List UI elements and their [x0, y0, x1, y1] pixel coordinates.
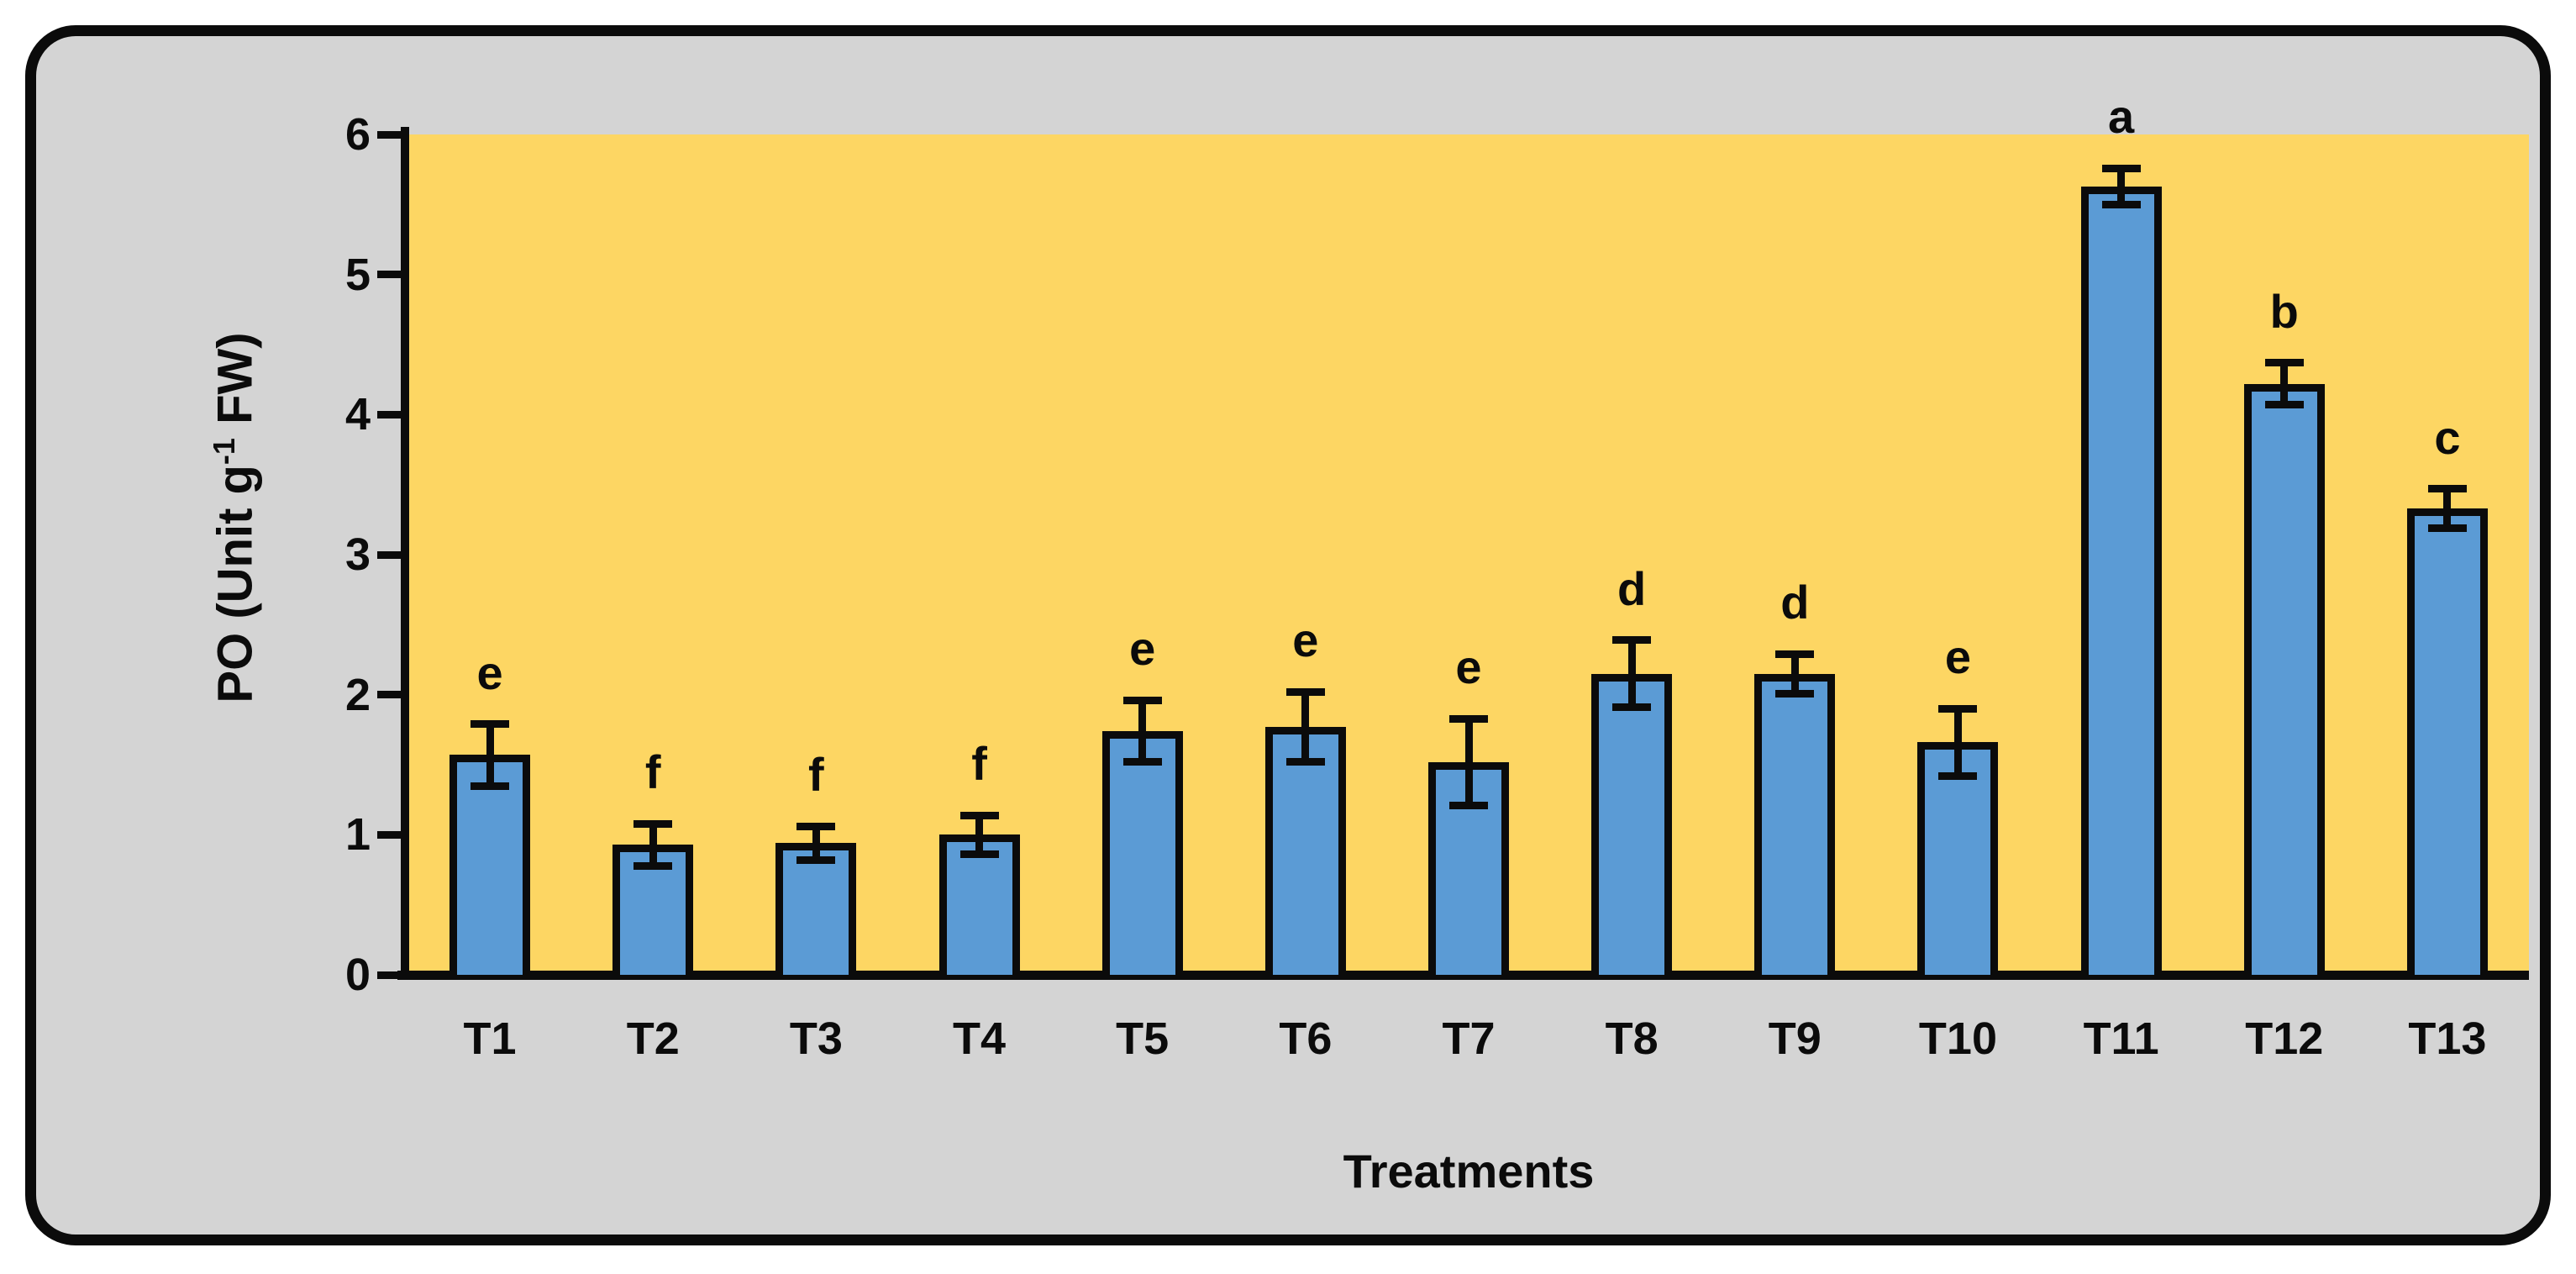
y-tick-4: [377, 410, 401, 419]
error-bar-cap-top-T13: [2427, 485, 2467, 493]
bar-T8: [1591, 673, 1673, 975]
bar-T11: [2080, 186, 2162, 975]
error-bar-cap-top-T11: [2101, 164, 2141, 172]
error-bar-line-T6: [1301, 692, 1310, 762]
error-bar-line-T8: [1627, 640, 1636, 708]
bar-T12: [2243, 383, 2325, 975]
error-bar-line-T13: [2443, 488, 2452, 529]
error-bar-cap-bottom-T8: [1612, 703, 1652, 712]
sig-letter-T10: e: [1944, 630, 1972, 684]
sig-letter-T3: f: [808, 748, 824, 802]
figure-frame: 0 1 2 3 4 5 6 e f f f e e e d d e a b c T1 T2 T3 T4 T5 T6 T7 T8 T9…: [25, 25, 2551, 1245]
error-bar-line-T11: [2117, 168, 2126, 205]
x-cat-label-T10: T10: [1918, 1013, 1997, 1064]
y-tick-label-4: 4: [344, 389, 371, 440]
error-bar-cap-top-T9: [1775, 650, 1815, 658]
x-cat-label-T8: T8: [1605, 1013, 1659, 1064]
error-bar-cap-bottom-T3: [796, 855, 836, 864]
sig-letter-T9: d: [1780, 576, 1810, 629]
x-cat-label-T12: T12: [2245, 1013, 2324, 1064]
error-bar-cap-bottom-T10: [1938, 771, 1978, 780]
bar-T13: [2406, 508, 2488, 975]
error-bar-cap-bottom-T13: [2427, 524, 2467, 532]
error-bar-cap-top-T7: [1449, 714, 1488, 723]
x-cat-label-T1: T1: [463, 1013, 517, 1064]
y-axis-title-superscript: -1: [207, 438, 241, 466]
y-tick-label-6: 6: [344, 109, 371, 160]
x-cat-label-T7: T7: [1442, 1013, 1496, 1064]
error-bar-cap-top-T4: [959, 811, 999, 819]
x-cat-label-T6: T6: [1279, 1013, 1333, 1064]
error-bar-line-T2: [649, 824, 657, 866]
y-tick-label-2: 2: [344, 669, 371, 720]
y-tick-label-3: 3: [344, 529, 371, 580]
x-axis-line: [397, 971, 2529, 980]
x-cat-label-T11: T11: [2083, 1013, 2159, 1064]
sig-letter-T8: d: [1617, 561, 1647, 615]
y-axis-title-end: FW): [208, 332, 263, 439]
error-bar-cap-top-T10: [1938, 704, 1978, 713]
error-bar-cap-bottom-T9: [1775, 689, 1815, 698]
x-cat-label-T3: T3: [789, 1013, 843, 1064]
y-tick-3: [377, 550, 401, 559]
sig-letter-T13: c: [2434, 410, 2461, 464]
error-bar-line-T1: [486, 724, 494, 786]
error-bar-cap-top-T6: [1285, 687, 1325, 696]
sig-letter-T5: e: [1129, 622, 1156, 676]
sig-letter-T11: a: [2108, 90, 2135, 143]
y-tick-label-0: 0: [344, 950, 371, 1000]
error-bar-cap-bottom-T6: [1285, 758, 1325, 766]
error-bar-cap-bottom-T5: [1122, 758, 1162, 766]
bar-T5: [1101, 731, 1183, 975]
y-tick-label-1: 1: [344, 809, 371, 861]
y-axis-title: PO (Unit g-1 FW): [207, 140, 265, 896]
error-bar-cap-bottom-T12: [2264, 401, 2304, 409]
x-cat-label-T13: T13: [2408, 1013, 2487, 1064]
bar-T6: [1264, 727, 1346, 975]
error-bar-line-T9: [1790, 654, 1799, 693]
x-cat-label-T5: T5: [1116, 1013, 1170, 1064]
bar-T1: [449, 755, 531, 975]
error-bar-cap-top-T5: [1122, 696, 1162, 704]
y-tick-5: [377, 271, 401, 279]
y-axis-line: [401, 127, 409, 980]
sig-letter-T1: e: [476, 645, 503, 699]
error-bar-line-T7: [1464, 719, 1473, 806]
x-axis-title: Treatments: [1343, 1145, 1595, 1198]
sig-letter-T12: b: [2269, 284, 2299, 338]
error-bar-cap-bottom-T2: [633, 861, 673, 870]
sig-letter-T6: e: [1292, 613, 1319, 667]
error-bar-line-T4: [975, 815, 984, 855]
error-bar-line-T3: [812, 826, 820, 861]
error-bar-cap-top-T1: [471, 720, 510, 729]
y-axis-title-main: PO (Unit g: [208, 465, 263, 703]
sig-letter-T4: f: [971, 737, 987, 790]
error-bar-line-T5: [1138, 700, 1147, 762]
y-tick-1: [377, 830, 401, 839]
x-cat-label-T2: T2: [626, 1013, 680, 1064]
error-bar-cap-top-T12: [2264, 359, 2304, 367]
error-bar-cap-bottom-T1: [471, 782, 510, 790]
bar-T9: [1754, 673, 1836, 975]
y-tick-6: [377, 130, 401, 139]
error-bar-line-T10: [1953, 708, 1962, 777]
error-bar-cap-top-T2: [633, 819, 673, 828]
error-bar-cap-bottom-T4: [959, 850, 999, 859]
sig-letter-T7: e: [1455, 640, 1482, 693]
sig-letter-T2: f: [644, 745, 661, 798]
y-tick-label-5: 5: [344, 249, 371, 300]
error-bar-cap-bottom-T7: [1449, 801, 1488, 809]
y-tick-2: [377, 691, 401, 699]
error-bar-line-T12: [2280, 362, 2289, 405]
error-bar-cap-top-T8: [1612, 636, 1652, 645]
error-bar-cap-bottom-T11: [2101, 200, 2141, 208]
y-tick-0: [377, 971, 401, 979]
x-cat-label-T4: T4: [953, 1013, 1007, 1064]
error-bar-cap-top-T3: [796, 822, 836, 830]
x-cat-label-T9: T9: [1768, 1013, 1822, 1064]
